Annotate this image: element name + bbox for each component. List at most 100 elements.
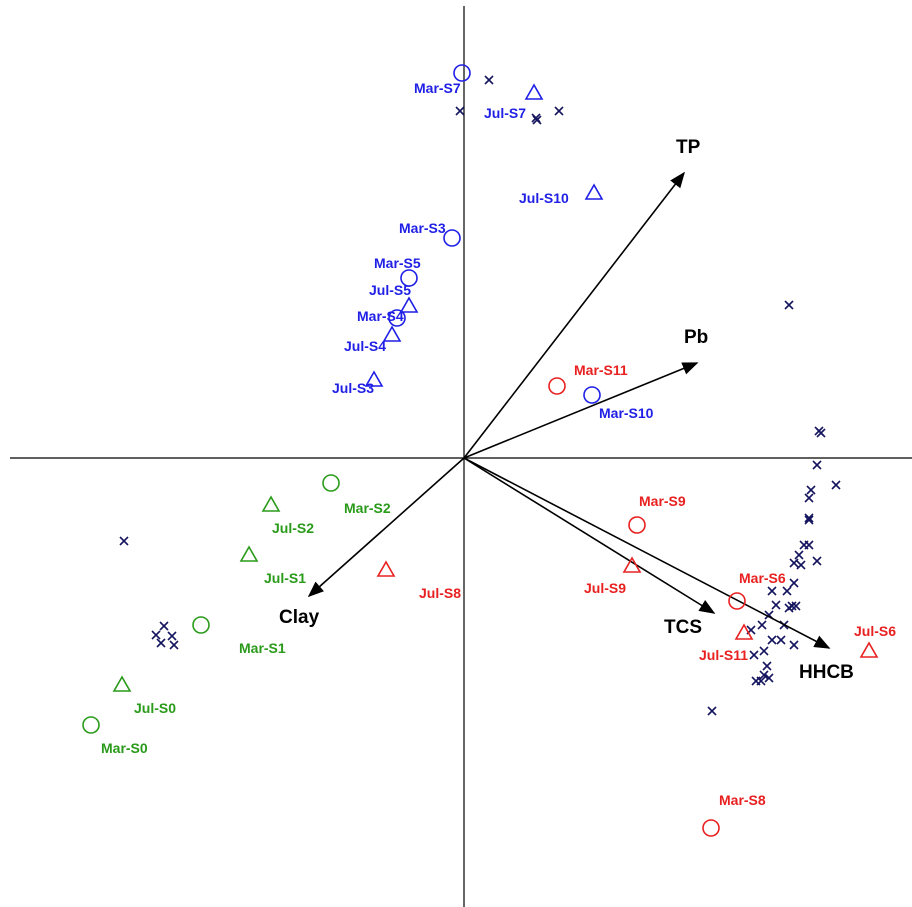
species-cross-mark [816, 428, 826, 438]
species-cross-mark [757, 620, 767, 630]
sample-label-jul-s9: Jul-S9 [584, 580, 626, 596]
sample-circle-mar-s8 [702, 819, 720, 837]
sample-triangle-jul-s0 [112, 675, 132, 692]
species-cross-mark [812, 556, 822, 566]
sample-label-mar-s4: Mar-S4 [357, 308, 404, 324]
sample-label-jul-s3: Jul-S3 [332, 380, 374, 396]
species-cross-mark [789, 578, 799, 588]
sample-circle-mar-s9 [628, 516, 646, 534]
sample-triangle-jul-s9 [622, 556, 642, 573]
sample-label-jul-s5: Jul-S5 [369, 282, 411, 298]
vector-label-clay: Clay [279, 607, 320, 628]
axes [10, 6, 912, 907]
species-cross-mark [804, 513, 814, 523]
species-cross-mark [771, 600, 781, 610]
species-cross-mark [169, 640, 179, 650]
sample-circle-mar-s3 [443, 229, 461, 247]
species-cross-mark [167, 631, 177, 641]
sample-triangle-jul-s11 [734, 623, 754, 640]
sample-label-jul-s1: Jul-S1 [264, 570, 306, 586]
species-cross-mark [812, 460, 822, 470]
sample-circle-mar-s6 [728, 592, 746, 610]
sample-circle-mar-s10 [583, 386, 601, 404]
sample-triangle-jul-s2 [261, 495, 281, 512]
sample-points: Mar-S7 Jul-S7 Jul-S10 Mar-S3 Mar-S5 Jul-S5 Mar… [82, 64, 896, 837]
species-cross-mark [756, 676, 766, 686]
species-cross-mark [796, 560, 806, 570]
sample-label-mar-s0: Mar-S0 [101, 740, 148, 756]
species-cross-mark [804, 493, 814, 503]
species-cross-mark [784, 300, 794, 310]
vector-arrow-tp [463, 171, 685, 459]
sample-triangle-jul-s5 [399, 296, 419, 313]
species-cross-mark [119, 536, 129, 546]
sample-circle-mar-s7 [453, 64, 471, 82]
vector-arrow-pb [463, 362, 699, 459]
sample-label-mar-s10: Mar-S10 [599, 405, 654, 421]
species-cross-mark [776, 635, 786, 645]
vector-label-hhcb: HHCB [799, 662, 854, 683]
sample-triangle-jul-s1 [239, 545, 259, 562]
species-cross-mark [159, 621, 169, 631]
sample-label-mar-s2: Mar-S2 [344, 500, 391, 516]
species-cross-mark [791, 601, 801, 611]
species-cross-mark [764, 673, 774, 683]
species-cross-mark [831, 480, 841, 490]
sample-circle-mar-s11 [548, 377, 566, 395]
sample-label-jul-s6: Jul-S6 [854, 623, 896, 639]
sample-triangle-jul-s8 [376, 560, 396, 577]
vector-label-pb: Pb [684, 327, 708, 348]
vector-arrow-clay [307, 457, 465, 598]
sample-circle-mar-s2 [322, 474, 340, 492]
vector-label-tcs: TCS [664, 617, 702, 638]
sample-label-jul-s7: Jul-S7 [484, 105, 526, 121]
sample-label-jul-s8: Jul-S8 [419, 585, 461, 601]
sample-label-jul-s10: Jul-S10 [519, 190, 569, 206]
species-cross-mark [789, 558, 799, 568]
sample-label-mar-s5: Mar-S5 [374, 255, 421, 271]
sample-label-mar-s8: Mar-S8 [719, 792, 766, 808]
sample-circle-mar-s4 [388, 309, 406, 327]
species-cross-mark [794, 550, 804, 560]
species-cross-mark [804, 515, 814, 525]
species-cross-mark [762, 661, 772, 671]
sample-label-mar-s1: Mar-S1 [239, 640, 286, 656]
species-cross-mark [749, 650, 759, 660]
species-cross-mark [484, 75, 494, 85]
species-cross-mark [759, 670, 769, 680]
environmental-vectors: TP Pb TCS HHCB Clay [279, 137, 854, 683]
sample-label-jul-s11: Jul-S11 [699, 647, 748, 663]
sample-label-jul-s2: Jul-S2 [272, 520, 314, 536]
species-cross-mark [759, 646, 769, 656]
species-cross-mark [784, 603, 794, 613]
sample-label-mar-s3: Mar-S3 [399, 220, 446, 236]
sample-label-mar-s11: Mar-S11 [574, 362, 628, 378]
species-points [119, 75, 841, 716]
species-cross-mark [151, 630, 161, 640]
species-cross-mark [156, 638, 166, 648]
vector-label-tp: TP [676, 137, 701, 158]
species-cross-mark [767, 586, 777, 596]
vector-arrow-hhcb [463, 457, 831, 649]
sample-circle-mar-s1 [192, 616, 210, 634]
vector-arrow-tcs [463, 457, 716, 614]
sample-label-jul-s4: Jul-S4 [344, 338, 386, 354]
species-cross-mark [767, 635, 777, 645]
sample-triangle-jul-s3 [364, 370, 384, 387]
species-cross-mark [531, 113, 541, 123]
sample-triangle-jul-s4 [382, 325, 402, 342]
sample-label-mar-s9: Mar-S9 [639, 493, 686, 509]
sample-label-mar-s7: Mar-S7 [414, 80, 461, 96]
species-cross-mark [707, 706, 717, 716]
species-cross-mark [789, 640, 799, 650]
species-cross-mark [804, 540, 814, 550]
species-cross-mark [455, 106, 465, 116]
sample-circle-mar-s0 [82, 716, 100, 734]
sample-label-mar-s6: Mar-S6 [739, 570, 786, 586]
sample-label-jul-s0: Jul-S0 [134, 700, 176, 716]
species-cross-mark [806, 485, 816, 495]
species-cross-mark [554, 106, 564, 116]
sample-triangle-jul-s7 [524, 83, 544, 100]
sample-circle-mar-s5 [400, 269, 418, 287]
